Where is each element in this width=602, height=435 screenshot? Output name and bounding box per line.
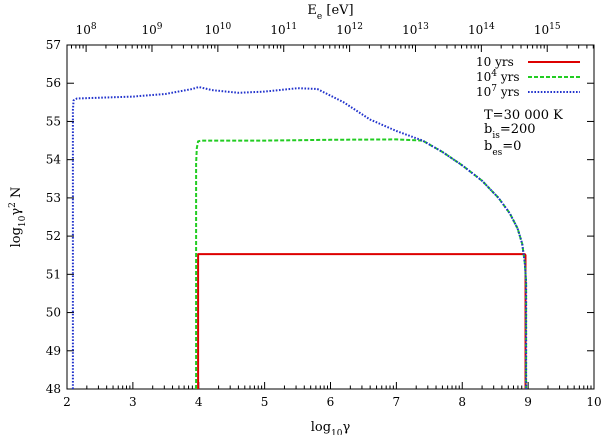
x-tick-label: 7 (393, 395, 401, 409)
x-tick-labels: 2 3 4 5 6 7 8 9 10 (63, 395, 601, 409)
series-line-2 (195, 138, 528, 389)
top-tick-label: 1010 (204, 22, 231, 37)
x-tick-label: 9 (524, 395, 532, 409)
legend-label-1: 10 yrs (476, 55, 514, 69)
x-tick-label: 8 (458, 395, 466, 409)
y-tick-labels: 48 49 50 51 52 53 54 55 56 57 (46, 38, 62, 396)
parameter-annotations: T=30 000 K bis=200 bes=0 (484, 108, 563, 158)
x-tick-label: 10 (586, 395, 601, 409)
top-tick-label: 1013 (402, 22, 429, 37)
top-tick-label: 1015 (534, 22, 561, 37)
top-tick-label: 109 (141, 22, 162, 37)
series-lines (71, 86, 528, 389)
y-axis-label: log10γ2 N (8, 187, 28, 248)
x-axis-label: log10γ (311, 420, 351, 435)
y-tick-label: 49 (46, 344, 61, 358)
top-tick-label: 1012 (336, 22, 363, 37)
x-tick-label: 3 (129, 395, 137, 409)
tick-marks (66, 44, 595, 390)
y-tick-label: 57 (46, 38, 61, 52)
top-axis-label: Ee [eV] (307, 3, 353, 22)
temperature-label: T=30 000 K (484, 108, 563, 123)
legend-label-2: 104 yrs (476, 69, 520, 84)
bes-label: bes=0 (484, 139, 521, 158)
y-tick-label: 56 (46, 76, 61, 90)
y-tick-label: 51 (46, 267, 61, 281)
y-tick-label: 50 (46, 306, 61, 320)
x-tick-label: 5 (261, 395, 269, 409)
series-line-1 (197, 253, 527, 389)
legend-label-3: 107 yrs (476, 84, 520, 99)
x-tick-label: 6 (327, 395, 335, 409)
x-tick-label: 4 (195, 395, 203, 409)
y-tick-label: 52 (46, 229, 61, 243)
y-tick-label: 48 (46, 382, 61, 396)
y-tick-label: 53 (46, 191, 61, 205)
series-line-3 (71, 86, 528, 389)
x-tick-label: 2 (63, 395, 71, 409)
bis-label: bis=200 (484, 122, 536, 141)
top-tick-label: 1014 (468, 22, 495, 37)
y-tick-label: 54 (46, 153, 62, 167)
top-tick-label: 108 (76, 22, 97, 37)
y-tick-label: 55 (46, 114, 61, 128)
top-tick-label: 1011 (270, 22, 297, 37)
top-tick-labels: 108 109 1010 1011 1012 1013 1014 1015 (76, 22, 561, 37)
